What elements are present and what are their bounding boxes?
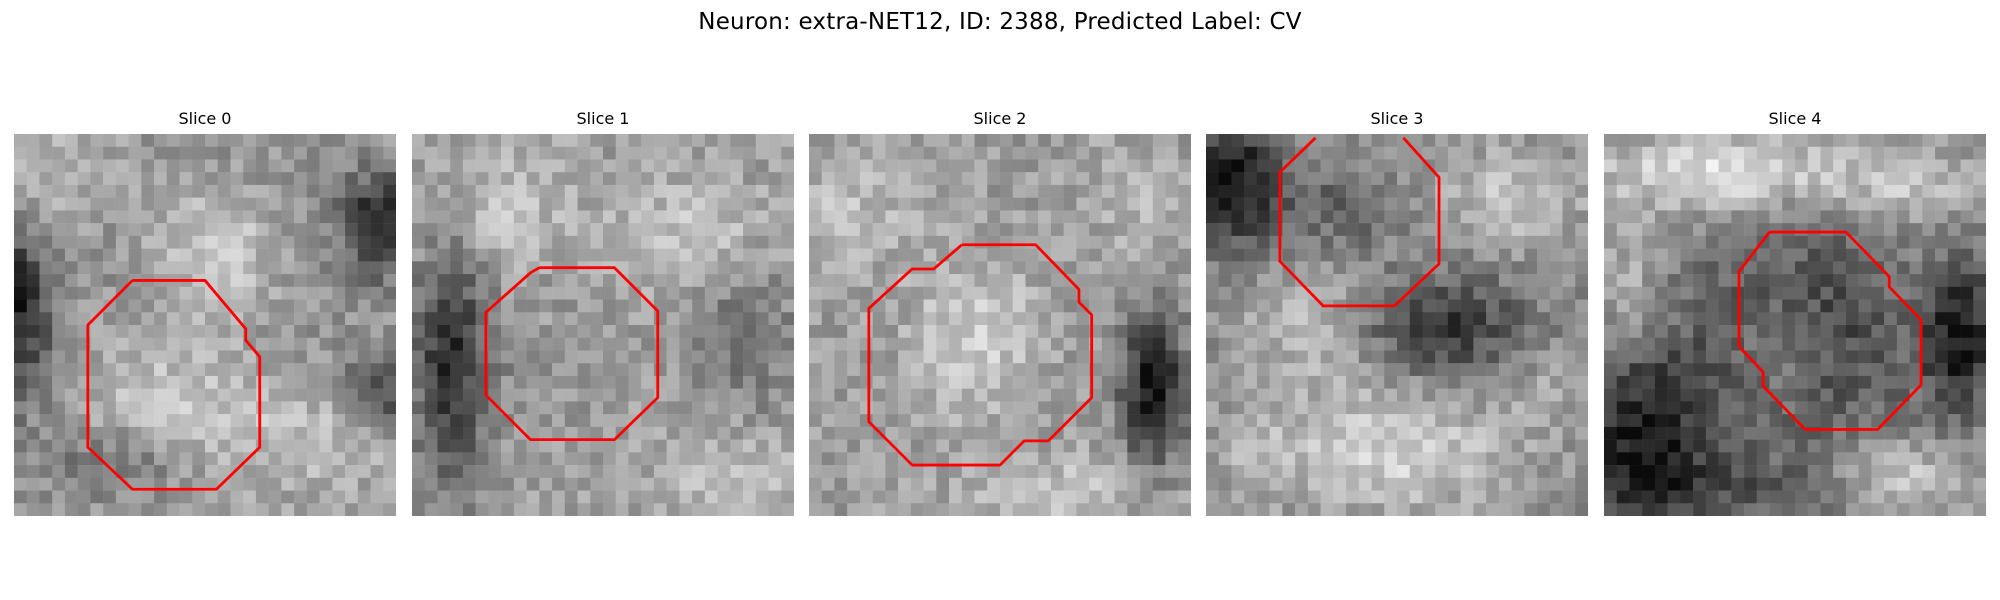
roi-outline: [1278, 136, 1441, 308]
roi-outline: [86, 279, 262, 491]
grayscale-pixel-grid: [1604, 134, 1986, 516]
grayscale-pixel-grid: [1206, 134, 1588, 516]
grayscale-pixel-grid: [14, 134, 396, 516]
slice-title: Slice 1: [576, 109, 630, 128]
grayscale-pixel-grid: [809, 134, 1191, 516]
slice-title: Slice 2: [973, 109, 1027, 128]
slice-title: Slice 0: [178, 109, 232, 128]
slice-image: [809, 134, 1191, 516]
roi-outline: [484, 266, 660, 442]
slice-image: [14, 134, 396, 516]
slice-title: Slice 3: [1370, 109, 1424, 128]
slice-image: [1604, 134, 1986, 516]
roi-outline: [867, 243, 1094, 467]
slice-title: Slice 4: [1768, 109, 1822, 128]
slice-image: [1206, 134, 1588, 516]
grayscale-pixel-grid: [412, 134, 794, 516]
roi-outline: [1737, 230, 1923, 431]
slice-image: [412, 134, 794, 516]
figure-title: Neuron: extra-NET12, ID: 2388, Predicted…: [698, 9, 1302, 35]
